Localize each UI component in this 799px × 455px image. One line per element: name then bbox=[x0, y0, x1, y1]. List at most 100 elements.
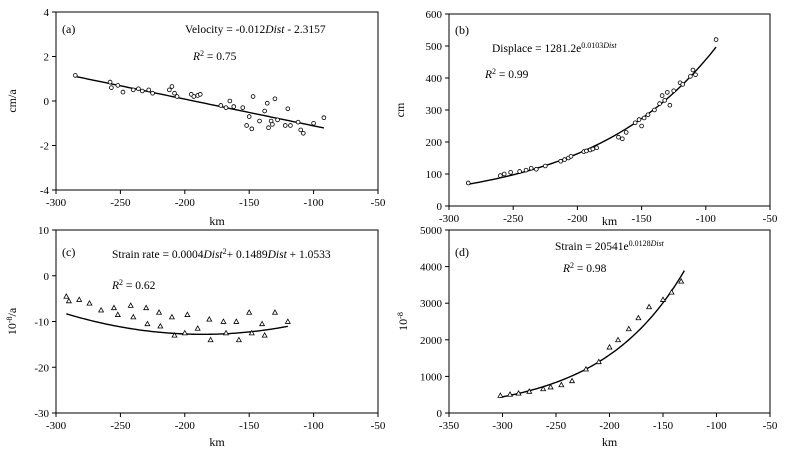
y-axis-label: 10-8 bbox=[396, 312, 411, 331]
data-point-circle bbox=[645, 112, 651, 118]
data-point-circle bbox=[272, 96, 278, 102]
data-point-circle bbox=[501, 171, 507, 177]
data-point-circle bbox=[652, 107, 657, 113]
data-point-circle bbox=[636, 117, 642, 122]
y-axis-label: 10-8/a bbox=[5, 307, 20, 335]
y-tick-label: 2 bbox=[44, 52, 50, 64]
y-tick-label: 300 bbox=[426, 105, 443, 117]
data-point-triangle bbox=[65, 297, 72, 304]
data-point-circle bbox=[662, 98, 668, 103]
data-point-circle bbox=[562, 157, 567, 162]
r-squared-value: = 0.75 bbox=[204, 51, 237, 63]
data-point-triangle bbox=[526, 388, 533, 394]
data-point-triangle bbox=[625, 325, 632, 332]
equation-suffix: - 2.3157 bbox=[284, 24, 325, 36]
data-point-circle bbox=[172, 90, 177, 96]
y-tick-label: 100 bbox=[426, 169, 443, 181]
x-tick-label: -150 bbox=[239, 420, 260, 432]
panel-label: (c) bbox=[62, 245, 75, 259]
y-axis-label-base: 10 bbox=[396, 319, 410, 331]
data-point-circle bbox=[620, 136, 625, 142]
y-tick-label: 3000 bbox=[420, 298, 443, 310]
y-tick-label: 500 bbox=[426, 41, 443, 53]
panel-label: (b) bbox=[455, 23, 469, 37]
equation-prefix: Velocity = -0.012 bbox=[185, 24, 266, 36]
y-tick-label: 400 bbox=[426, 73, 443, 85]
data-point-circle bbox=[300, 130, 306, 136]
panel-label: (d) bbox=[455, 245, 469, 259]
data-point-circle bbox=[528, 165, 534, 171]
data-point-triangle bbox=[568, 377, 576, 384]
data-point-circle bbox=[542, 163, 548, 169]
data-point-circle bbox=[321, 115, 327, 120]
data-point-circle bbox=[534, 166, 539, 172]
y-axis-label-exp: -8 bbox=[396, 312, 405, 319]
data-point-triangle bbox=[659, 296, 667, 302]
equation-var: Dist bbox=[267, 249, 288, 261]
data-point-triangle bbox=[222, 329, 230, 336]
x-tick-label: -100 bbox=[304, 420, 325, 432]
y-tick-label: 4 bbox=[44, 7, 50, 19]
equation-prefix: Strain rate = 0.0004 bbox=[112, 249, 204, 261]
data-point-circle bbox=[667, 102, 673, 108]
data-point-circle bbox=[115, 83, 121, 88]
data-point-triangle bbox=[582, 365, 590, 372]
data-point-triangle bbox=[246, 309, 253, 315]
x-tick-label: -100 bbox=[706, 420, 727, 432]
x-tick-label: -300 bbox=[46, 197, 67, 209]
data-point-circle bbox=[262, 108, 267, 114]
x-tick-label: -150 bbox=[632, 213, 653, 225]
equation-exponent-var: Dist bbox=[650, 239, 665, 248]
data-point-circle bbox=[264, 100, 270, 106]
data-point-triangle bbox=[678, 278, 685, 284]
y-tick-label: 2000 bbox=[420, 335, 443, 347]
equation-exponent: 0.0128 bbox=[629, 239, 651, 248]
data-point-circle bbox=[623, 130, 629, 135]
data-point-triangle bbox=[206, 315, 213, 322]
equation-power: 2 bbox=[223, 247, 227, 256]
y-tick-label: 4000 bbox=[420, 262, 443, 274]
r-squared-value: = 0.99 bbox=[496, 69, 529, 81]
r-squared-exp: 2 bbox=[200, 49, 204, 58]
data-point-triangle bbox=[547, 383, 554, 390]
data-point-circle bbox=[590, 146, 596, 152]
data-point-triangle bbox=[595, 358, 602, 365]
x-tick-label: -200 bbox=[175, 420, 196, 432]
data-point-triangle bbox=[558, 381, 565, 388]
data-point-circle bbox=[197, 92, 203, 97]
data-point-circle bbox=[191, 94, 197, 99]
equation-mid: + 0.1489 bbox=[227, 249, 268, 261]
x-tick-label: -300 bbox=[439, 213, 460, 225]
data-point-triangle bbox=[114, 311, 121, 317]
x-axis-label: km bbox=[602, 435, 618, 449]
y-tick-label: -2 bbox=[40, 141, 49, 153]
data-point-triangle bbox=[284, 318, 291, 324]
data-point-circle bbox=[130, 87, 136, 93]
data-point-circle bbox=[249, 126, 255, 132]
x-tick-label: -350 bbox=[439, 420, 460, 432]
y-axis-label: cm/a bbox=[5, 89, 19, 113]
data-point-circle bbox=[693, 72, 698, 78]
y-tick-label: 200 bbox=[426, 137, 443, 149]
panel-a: -300 -250 -200 -150 -100 -50 -4 -2 0 2 4 km cm/a (a) V… bbox=[5, 7, 386, 228]
equation-exponent-var: Dist bbox=[602, 41, 617, 50]
data-point-triangle bbox=[76, 296, 83, 302]
data-point-circle bbox=[671, 88, 676, 94]
data-point-triangle bbox=[646, 303, 653, 310]
data-point-circle bbox=[295, 119, 301, 125]
fit-curve bbox=[75, 75, 325, 129]
data-point-triangle bbox=[668, 288, 675, 295]
data-point-triangle bbox=[540, 385, 547, 392]
x-tick-label: -250 bbox=[110, 197, 131, 209]
fit-equation: Strain rate = 0.0004Dist2+ 0.1489Dist + … bbox=[112, 247, 331, 262]
data-point-triangle bbox=[143, 304, 150, 311]
y-tick-label: -30 bbox=[34, 408, 49, 420]
y-tick-label: 0 bbox=[437, 201, 443, 213]
data-point-triangle bbox=[506, 391, 514, 397]
r-squared-exp: 2 bbox=[492, 67, 496, 76]
data-point-circle bbox=[517, 169, 522, 174]
data-point-circle bbox=[120, 89, 126, 95]
panel-d: -350 -300 -250 -200 -150 -100 -50 0 1000 2000 3000… bbox=[396, 225, 778, 449]
x-tick-label: -50 bbox=[763, 213, 778, 225]
data-point-circle bbox=[218, 103, 224, 108]
